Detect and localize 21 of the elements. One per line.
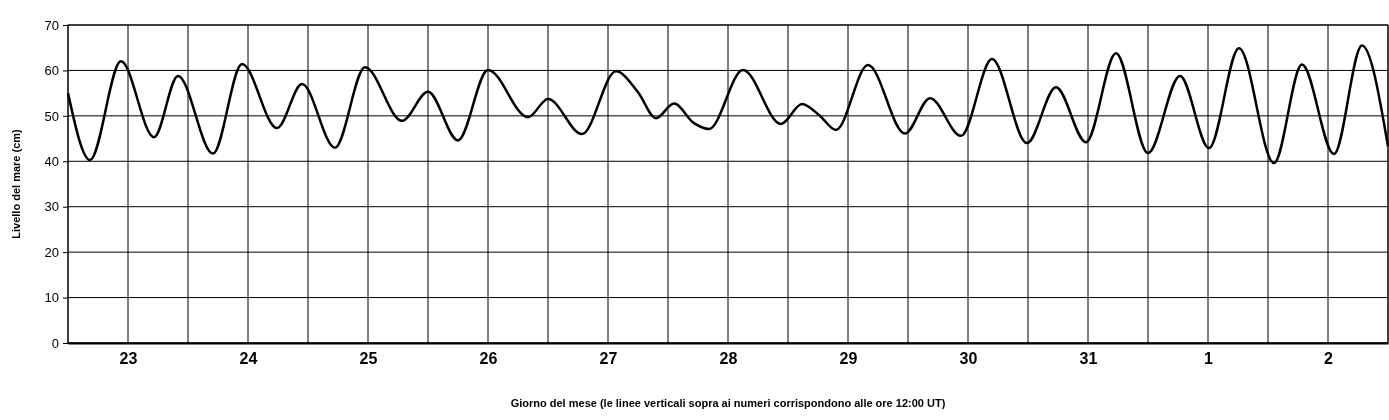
y-tick-label: 10	[44, 290, 59, 306]
x-tick-label: 24	[239, 350, 258, 368]
y-tick-label: 0	[51, 335, 59, 351]
y-tick-label: 50	[44, 108, 59, 124]
x-tick-label: 1	[1204, 350, 1214, 368]
x-tick-label: 25	[359, 350, 378, 368]
x-axis-title: Giorno del mese (le linee verticali sopra ai numeri corrispondono alle ore 12:00 UT)	[510, 397, 946, 409]
x-tick-label: 30	[959, 350, 978, 368]
y-tick-label: 40	[44, 153, 59, 169]
x-tick-label: 2	[1324, 350, 1334, 368]
x-tick-label: 27	[599, 350, 618, 368]
y-tick-label: 30	[44, 199, 59, 215]
x-tick-label: 31	[1079, 350, 1098, 368]
x-tick-label: 28	[719, 350, 738, 368]
x-tick-label: 29	[839, 350, 858, 368]
y-tick-label: 70	[44, 17, 59, 33]
x-tick-label: 26	[479, 350, 498, 368]
y-axis-title: Livello del mare (cm)	[10, 128, 22, 239]
y-tick-label: 20	[44, 244, 59, 260]
x-tick-label: 23	[119, 350, 138, 368]
y-tick-label: 60	[44, 63, 59, 79]
